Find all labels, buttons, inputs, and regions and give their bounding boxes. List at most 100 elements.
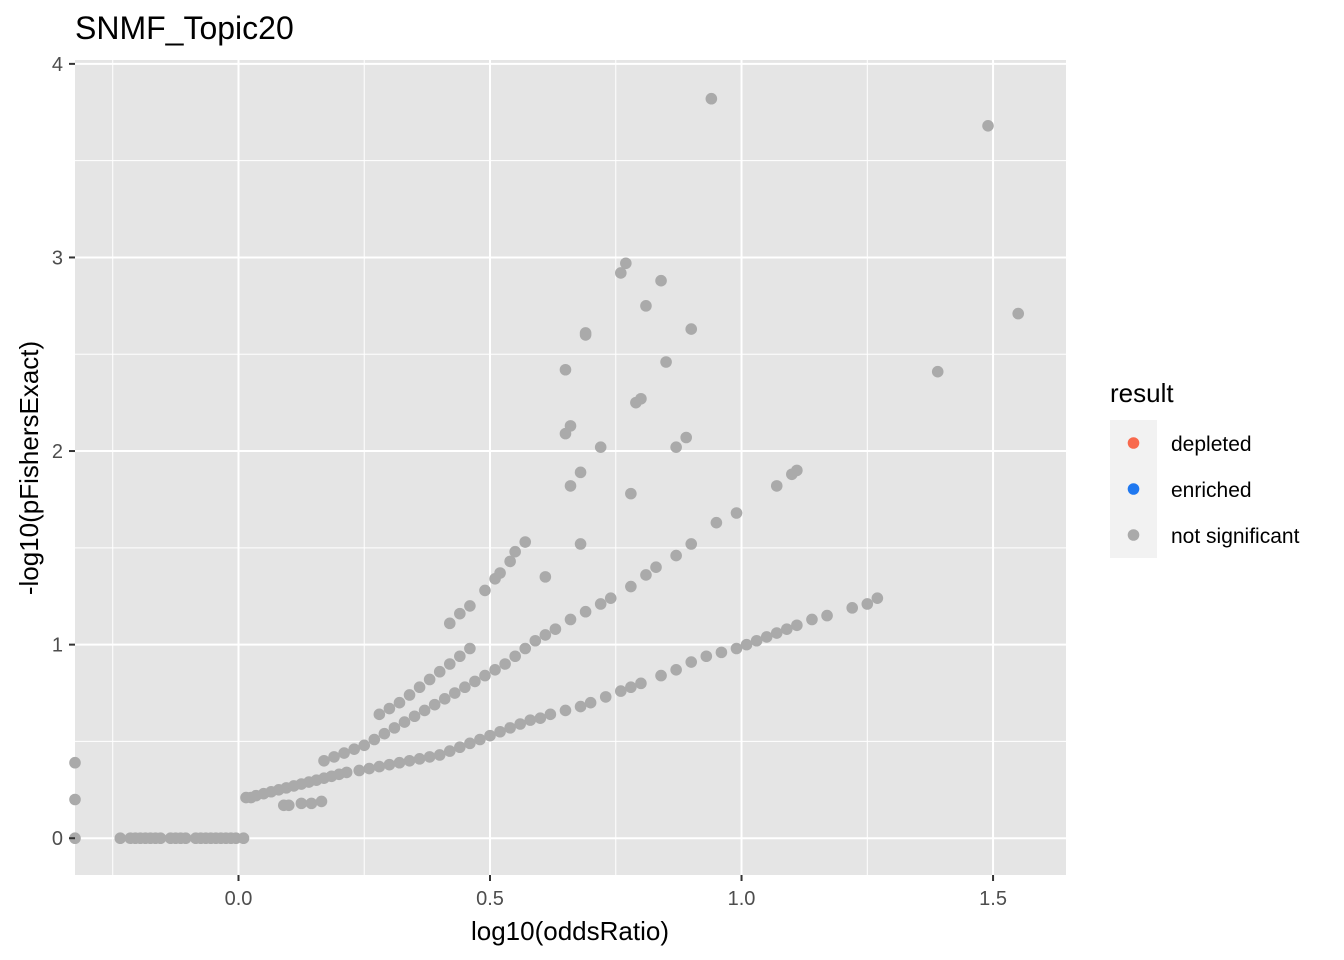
data-point: [393, 756, 406, 769]
data-point: [635, 677, 647, 690]
data-point: [750, 634, 763, 647]
data-point: [69, 793, 81, 806]
data-point: [388, 722, 401, 734]
data-point: [378, 727, 391, 740]
data-point: [423, 751, 436, 763]
data-point: [459, 681, 471, 694]
data-point: [464, 600, 476, 612]
data-point: [403, 754, 416, 767]
data-point: [529, 634, 542, 647]
data-point: [524, 714, 537, 726]
data-point: [615, 267, 627, 279]
data-point: [539, 629, 552, 641]
data-point: [479, 669, 491, 682]
data-point: [620, 257, 632, 270]
data-point: [479, 584, 491, 597]
data-point: [474, 733, 486, 746]
data-point: [650, 561, 662, 573]
y-tick-label: 0: [52, 828, 63, 850]
data-point: [509, 545, 521, 558]
data-point: [393, 696, 406, 709]
data-point: [418, 704, 431, 717]
x-tick-label: 1.0: [728, 888, 756, 910]
data-point: [448, 687, 461, 699]
data-point: [454, 741, 466, 754]
data-point: [237, 832, 250, 845]
legend: result depleted enriched not significant: [1110, 378, 1300, 558]
data-point: [821, 609, 833, 622]
data-point: [715, 646, 728, 659]
x-tick-label: 0.0: [225, 888, 253, 910]
legend-key-enriched: [1127, 483, 1140, 495]
data-point: [599, 691, 612, 703]
data-point: [660, 356, 672, 368]
y-tick-label: 1: [52, 635, 63, 657]
data-point: [685, 538, 698, 550]
data-point: [373, 708, 386, 721]
data-point: [438, 693, 451, 705]
y-axis-title: -log10(pFishersExact): [14, 341, 44, 595]
grid-minor: [75, 60, 1066, 875]
data-point: [454, 607, 466, 620]
data-point: [1012, 307, 1025, 320]
data-point: [383, 758, 396, 771]
data-point: [363, 762, 376, 775]
x-axis: 0.0 0.5 1.0 1.5: [225, 875, 1007, 910]
data-point: [559, 363, 572, 376]
data-point: [443, 745, 456, 757]
data-point: [730, 642, 743, 655]
data-point: [594, 441, 607, 453]
data-point: [398, 716, 411, 728]
y-tick-label: 4: [52, 54, 63, 76]
data-point: [760, 631, 773, 643]
data-point: [504, 555, 516, 568]
data-point: [504, 722, 516, 734]
data-point: [635, 392, 647, 405]
data-point: [625, 580, 637, 593]
data-point: [574, 700, 587, 713]
x-tick-label: 1.5: [979, 888, 1007, 910]
data-point: [408, 710, 421, 723]
data-point: [564, 420, 577, 432]
legend-title: result: [1110, 378, 1174, 408]
data-point: [305, 797, 318, 810]
data-point: [403, 689, 416, 701]
data-point: [179, 832, 192, 845]
legend-key-depleted: [1127, 437, 1140, 449]
data-point: [710, 516, 723, 529]
data-point: [433, 665, 446, 678]
data-point: [413, 681, 426, 694]
data-point: [680, 431, 693, 444]
data-point: [670, 441, 682, 453]
data-point: [353, 764, 366, 777]
data-point: [625, 487, 637, 500]
data-point: [464, 737, 476, 750]
data-point: [413, 753, 426, 765]
data-point: [655, 274, 667, 287]
data-point: [499, 658, 511, 670]
data-point: [489, 663, 501, 676]
data-point: [315, 795, 328, 808]
data-point: [494, 567, 506, 579]
data-point: [574, 538, 587, 550]
data-point: [295, 797, 308, 810]
data-point: [615, 685, 627, 697]
data-point: [574, 466, 587, 479]
chart-title: SNMF_Topic20: [75, 10, 294, 46]
data-point: [534, 712, 547, 724]
data-point: [640, 300, 652, 312]
data-point: [770, 480, 783, 492]
data-point: [846, 602, 859, 614]
data-point: [358, 739, 371, 752]
data-point: [348, 743, 360, 755]
data-point: [685, 656, 698, 668]
x-tick-label: 0.5: [476, 888, 504, 910]
y-tick-label: 2: [52, 441, 63, 463]
y-tick-label: 3: [52, 247, 63, 269]
data-point: [604, 592, 617, 604]
data-point: [69, 756, 81, 769]
data-point: [579, 327, 592, 339]
data-point: [428, 698, 441, 711]
data-point: [338, 747, 350, 759]
